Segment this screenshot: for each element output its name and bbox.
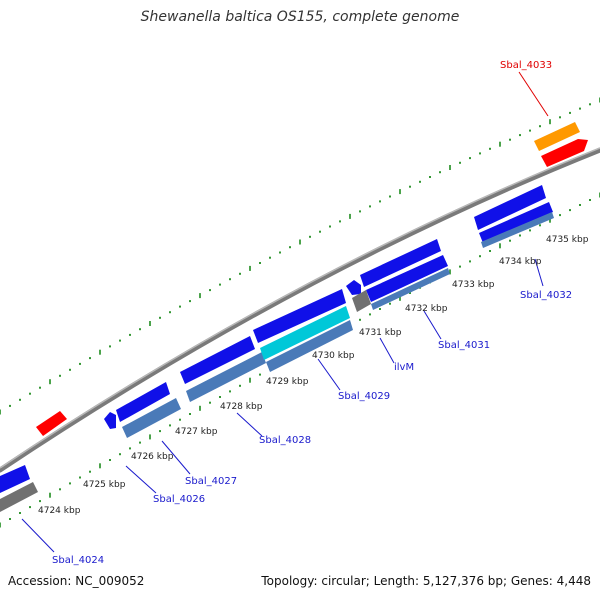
gene-label[interactable]: Sbal_4024 xyxy=(52,555,104,566)
gene-arrow-sbal-4033[interactable] xyxy=(534,122,580,151)
gene-bar-sbal-4031[interactable] xyxy=(371,268,450,310)
scale-label: 4724 kbp xyxy=(38,506,81,516)
map-title: Shewanella baltica OS155, complete genom… xyxy=(140,9,460,25)
gene-label[interactable]: Sbal_4026 xyxy=(153,494,205,505)
scale-labels: 4724 kbp 4725 kbp 4726 kbp 4727 kbp 4728… xyxy=(38,235,589,516)
feature-arrows xyxy=(0,122,588,512)
scale-label: 4727 kbp xyxy=(175,427,218,437)
cds-arrow-sbal-4031[interactable] xyxy=(360,239,441,287)
gene-label[interactable]: Sbal_4031 xyxy=(438,340,490,351)
cds-arrow-sbal-4033[interactable] xyxy=(541,139,588,167)
scale-label: 4728 kbp xyxy=(220,402,263,412)
scale-label: 4726 kbp xyxy=(131,452,174,462)
gene-label[interactable]: Sbal_4027 xyxy=(185,476,237,487)
pseudo-gene-bar-ilvm[interactable] xyxy=(352,290,371,312)
scale-label: 4732 kbp xyxy=(405,304,448,314)
scale-label: 4734 kbp xyxy=(499,257,542,267)
scale-label: 4725 kbp xyxy=(83,480,126,490)
cds-arrow-sbal-4029[interactable] xyxy=(253,289,346,343)
cds-arrow-sbal-4024[interactable] xyxy=(0,465,30,493)
gene-bar-sbal-4027[interactable] xyxy=(122,398,181,438)
cds-arrow-sbal-4032b[interactable] xyxy=(479,202,553,243)
cds-arrow-sbal-4031b[interactable] xyxy=(366,255,448,302)
scale-label: 4733 kbp xyxy=(452,280,495,290)
rna-bar-ilvm[interactable] xyxy=(260,306,350,360)
gene-bar-ilvm[interactable] xyxy=(266,320,353,372)
cds-arrow-sbal-4032[interactable] xyxy=(474,185,546,230)
scale-label: 4729 kbp xyxy=(266,377,309,387)
genome-summary-text: Topology: circular; Length: 5,127,376 bp… xyxy=(261,574,591,588)
pseudo-gene-bar-sbal-4024[interactable] xyxy=(0,482,38,512)
label-leaders xyxy=(21,71,549,553)
cds-arrow-sbal-4026[interactable] xyxy=(104,412,116,429)
scale-label: 4731 kbp xyxy=(359,328,402,338)
gene-label[interactable]: Sbal_4032 xyxy=(520,290,572,301)
accession-text: Accession: NC_009052 xyxy=(8,574,145,588)
backbone xyxy=(0,147,600,473)
gene-labels: Sbal_4024 Sbal_4026 Sbal_4027 Sbal_4028 … xyxy=(52,60,572,566)
cds-arrow-ilvm[interactable] xyxy=(346,280,361,295)
gene-label[interactable]: Sbal_4029 xyxy=(338,391,390,402)
scale-label: 4730 kbp xyxy=(312,351,355,361)
gene-label[interactable]: ilvM xyxy=(394,362,414,373)
cds-arrow-left[interactable] xyxy=(36,411,67,436)
highlighted-gene-label[interactable]: Sbal_4033 xyxy=(500,60,552,71)
cds-arrow-sbal-4027[interactable] xyxy=(116,382,170,422)
scale-label: 4735 kbp xyxy=(546,235,589,245)
gene-bar-sbal-4028[interactable] xyxy=(186,352,266,402)
gene-label[interactable]: Sbal_4028 xyxy=(259,435,311,446)
cds-arrow-sbal-4028[interactable] xyxy=(180,336,255,384)
gene-bar-sbal-4032[interactable] xyxy=(481,212,554,248)
